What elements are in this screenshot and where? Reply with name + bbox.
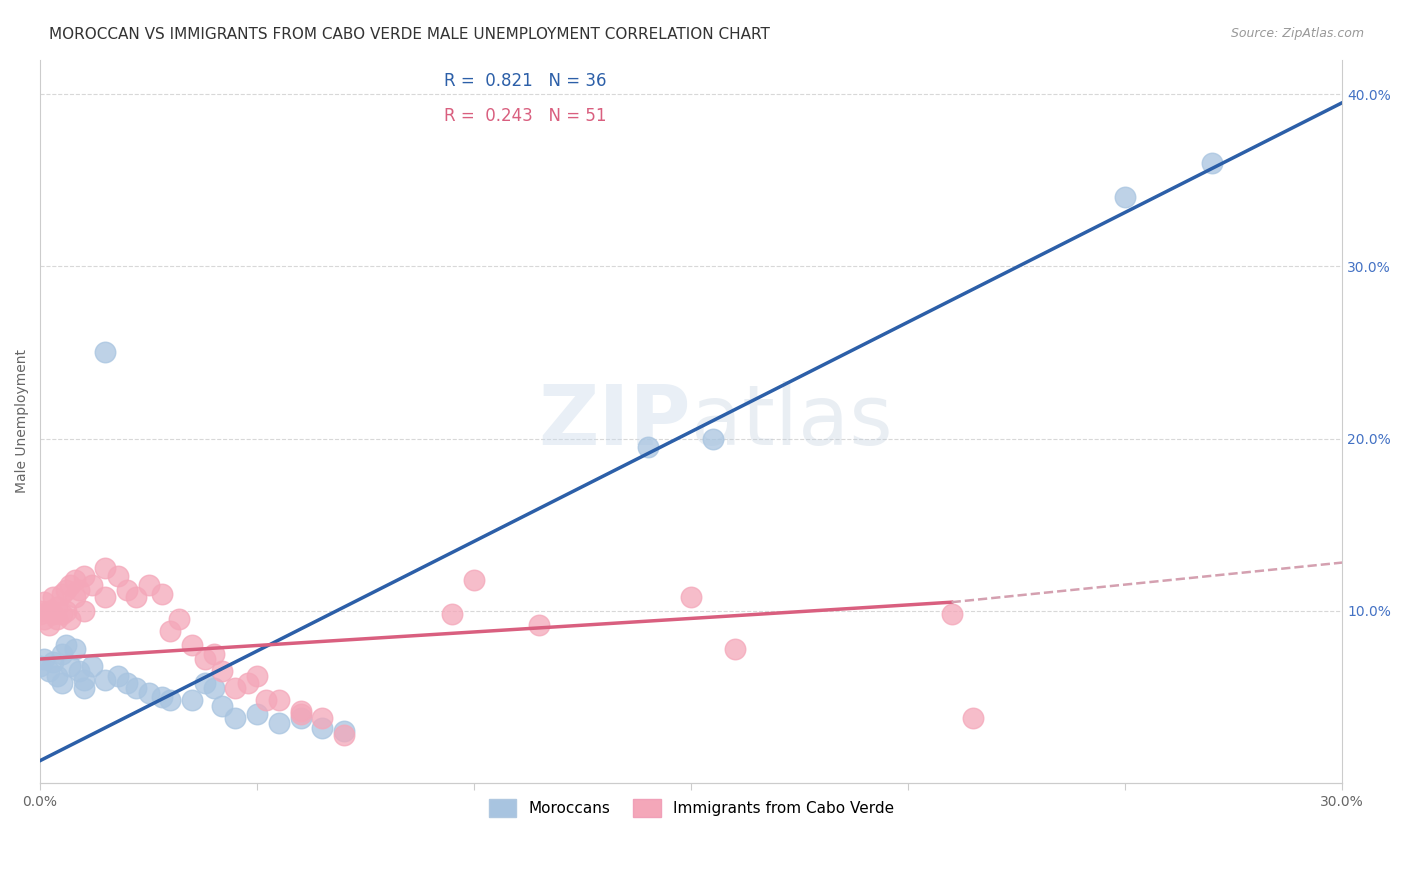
Text: ZIP: ZIP — [538, 381, 692, 462]
Point — [51, 647, 73, 661]
Point — [34, 595, 56, 609]
Point — [637, 440, 659, 454]
Point — [150, 690, 173, 704]
Point — [290, 704, 312, 718]
Point — [72, 569, 94, 583]
Point — [94, 673, 117, 687]
Point — [202, 647, 225, 661]
Point — [211, 664, 233, 678]
Point — [63, 641, 86, 656]
Point — [333, 724, 356, 739]
Text: R =  0.821   N = 36: R = 0.821 N = 36 — [444, 71, 606, 89]
Point — [238, 676, 260, 690]
Point — [941, 607, 963, 622]
Point — [194, 652, 217, 666]
Point — [194, 676, 217, 690]
Point — [51, 607, 73, 622]
Point — [159, 624, 181, 639]
Point — [224, 681, 246, 696]
Point — [55, 638, 77, 652]
Point — [94, 560, 117, 574]
Point — [38, 617, 60, 632]
Point — [38, 604, 60, 618]
Point — [681, 590, 703, 604]
Point — [38, 664, 60, 678]
Point — [42, 607, 65, 622]
Text: R =  0.243   N = 51: R = 0.243 N = 51 — [444, 107, 606, 125]
Point — [82, 578, 104, 592]
Point — [67, 664, 90, 678]
Point — [311, 721, 333, 735]
Point — [290, 707, 312, 722]
Point — [107, 669, 129, 683]
Point — [59, 612, 82, 626]
Point — [72, 673, 94, 687]
Point — [46, 612, 69, 626]
Point — [72, 604, 94, 618]
Point — [59, 578, 82, 592]
Point — [1114, 190, 1136, 204]
Point — [94, 345, 117, 359]
Text: MOROCCAN VS IMMIGRANTS FROM CABO VERDE MALE UNEMPLOYMENT CORRELATION CHART: MOROCCAN VS IMMIGRANTS FROM CABO VERDE M… — [49, 27, 770, 42]
Point — [1201, 156, 1223, 170]
Point — [333, 728, 356, 742]
Point — [51, 676, 73, 690]
Point — [150, 586, 173, 600]
Point — [46, 600, 69, 615]
Point — [42, 656, 65, 670]
Point — [42, 590, 65, 604]
Point — [34, 612, 56, 626]
Point — [290, 710, 312, 724]
Point — [30, 607, 52, 622]
Point — [124, 590, 146, 604]
Point — [115, 676, 138, 690]
Point — [463, 573, 485, 587]
Point — [211, 698, 233, 713]
Y-axis label: Male Unemployment: Male Unemployment — [15, 350, 30, 493]
Point — [311, 710, 333, 724]
Point — [224, 710, 246, 724]
Point — [138, 686, 160, 700]
Point — [962, 710, 984, 724]
Point — [267, 715, 290, 730]
Point — [67, 583, 90, 598]
Point — [181, 638, 204, 652]
Point — [107, 569, 129, 583]
Point — [72, 681, 94, 696]
Point — [202, 681, 225, 696]
Point — [441, 607, 464, 622]
Point — [529, 617, 551, 632]
Text: atlas: atlas — [692, 381, 893, 462]
Point — [167, 612, 190, 626]
Point — [159, 693, 181, 707]
Legend: Moroccans, Immigrants from Cabo Verde: Moroccans, Immigrants from Cabo Verde — [479, 790, 903, 826]
Point — [254, 693, 277, 707]
Point — [63, 590, 86, 604]
Point — [46, 669, 69, 683]
Point — [124, 681, 146, 696]
Point — [51, 586, 73, 600]
Point — [30, 604, 52, 618]
Point — [59, 659, 82, 673]
Point — [63, 573, 86, 587]
Point — [138, 578, 160, 592]
Point — [94, 590, 117, 604]
Point — [723, 641, 745, 656]
Point — [115, 583, 138, 598]
Point — [702, 432, 724, 446]
Point — [30, 659, 52, 673]
Point — [246, 669, 269, 683]
Point — [55, 583, 77, 598]
Point — [267, 693, 290, 707]
Point — [82, 659, 104, 673]
Point — [181, 693, 204, 707]
Point — [246, 707, 269, 722]
Text: Source: ZipAtlas.com: Source: ZipAtlas.com — [1230, 27, 1364, 40]
Point — [34, 652, 56, 666]
Point — [55, 604, 77, 618]
